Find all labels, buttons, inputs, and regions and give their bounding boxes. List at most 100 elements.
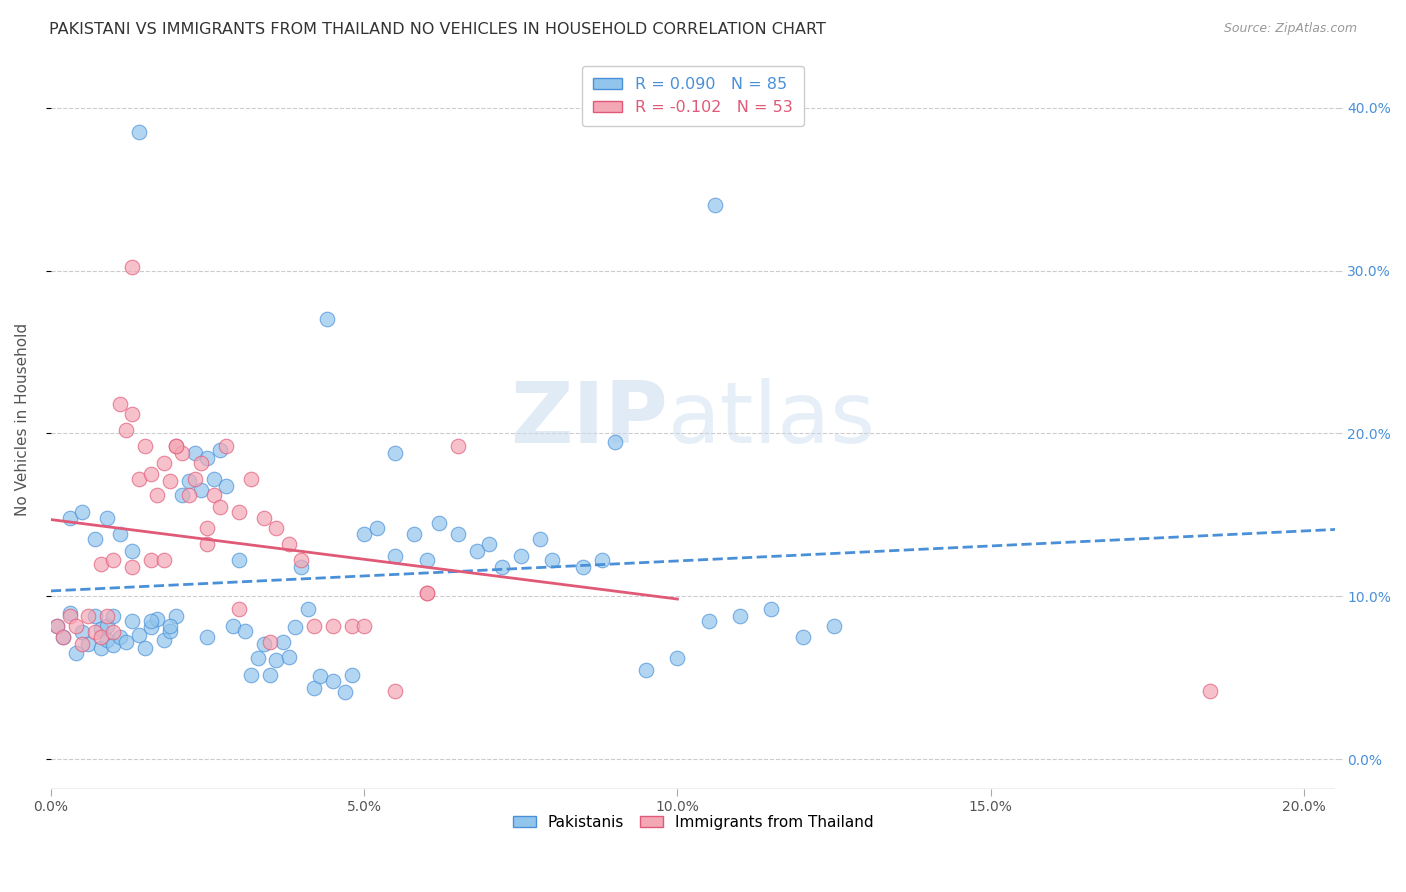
Point [290, 553, 312, 567]
Point [96, 618, 118, 632]
Point [541, 553, 564, 567]
Point [465, 543, 488, 558]
Point [246, 651, 269, 665]
Point [46, 618, 69, 632]
Point [139, 620, 162, 634]
Point [278, 537, 301, 551]
Point [704, 198, 727, 212]
Point [52, 630, 75, 644]
Point [340, 667, 363, 681]
Point [152, 456, 174, 470]
Point [384, 549, 406, 563]
Point [302, 618, 325, 632]
Point [266, 653, 288, 667]
Point [159, 618, 181, 632]
Point [197, 521, 219, 535]
Point [228, 553, 250, 567]
Point [509, 549, 531, 563]
Point [197, 630, 219, 644]
Point [284, 620, 307, 634]
Point [208, 500, 231, 514]
Point [90, 557, 112, 571]
Y-axis label: No Vehicles in Household: No Vehicles in Household [15, 323, 30, 516]
Point [70, 505, 93, 519]
Point [103, 638, 125, 652]
Point [315, 312, 337, 326]
Point [1199, 683, 1222, 698]
Point [416, 586, 439, 600]
Point [70, 636, 93, 650]
Point [108, 630, 131, 644]
Point [416, 586, 439, 600]
Point [152, 633, 174, 648]
Point [228, 505, 250, 519]
Point [90, 622, 112, 636]
Point [259, 635, 281, 649]
Point [416, 553, 439, 567]
Text: atlas: atlas [668, 378, 876, 461]
Point [103, 553, 125, 567]
Point [59, 608, 82, 623]
Point [108, 397, 131, 411]
Point [103, 625, 125, 640]
Point [90, 630, 112, 644]
Point [128, 125, 150, 139]
Point [121, 614, 143, 628]
Point [83, 625, 105, 640]
Point [529, 533, 551, 547]
Point [309, 669, 332, 683]
Point [103, 608, 125, 623]
Point [253, 636, 276, 650]
Point [603, 434, 626, 449]
Point [134, 641, 156, 656]
Point [202, 488, 225, 502]
Point [121, 543, 143, 558]
Point [46, 618, 69, 632]
Point [190, 483, 212, 498]
Point [322, 618, 344, 632]
Point [83, 608, 105, 623]
Point [165, 440, 187, 454]
Point [233, 624, 256, 638]
Point [208, 442, 231, 457]
Point [228, 602, 250, 616]
Point [297, 602, 319, 616]
Point [366, 521, 388, 535]
Point [59, 606, 82, 620]
Point [128, 628, 150, 642]
Point [65, 618, 87, 632]
Point [302, 681, 325, 695]
Point [139, 467, 162, 482]
Point [184, 446, 207, 460]
Point [146, 488, 169, 502]
Point [128, 472, 150, 486]
Point [240, 472, 263, 486]
Point [636, 663, 658, 677]
Point [59, 511, 82, 525]
Point [221, 618, 243, 632]
Point [139, 614, 162, 628]
Point [266, 521, 288, 535]
Point [447, 440, 470, 454]
Point [96, 511, 118, 525]
Point [591, 553, 613, 567]
Point [146, 612, 169, 626]
Point [121, 560, 143, 574]
Point [184, 472, 207, 486]
Point [823, 618, 845, 632]
Point [384, 446, 406, 460]
Point [202, 472, 225, 486]
Point [77, 636, 100, 650]
Point [491, 560, 513, 574]
Point [172, 488, 194, 502]
Point [666, 651, 689, 665]
Point [427, 516, 450, 530]
Point [353, 527, 375, 541]
Point [83, 533, 105, 547]
Point [215, 478, 238, 492]
Point [177, 474, 200, 488]
Text: PAKISTANI VS IMMIGRANTS FROM THAILAND NO VEHICLES IN HOUSEHOLD CORRELATION CHART: PAKISTANI VS IMMIGRANTS FROM THAILAND NO… [49, 22, 827, 37]
Point [215, 440, 238, 454]
Point [335, 685, 357, 699]
Legend: Pakistanis, Immigrants from Thailand: Pakistanis, Immigrants from Thailand [506, 809, 880, 836]
